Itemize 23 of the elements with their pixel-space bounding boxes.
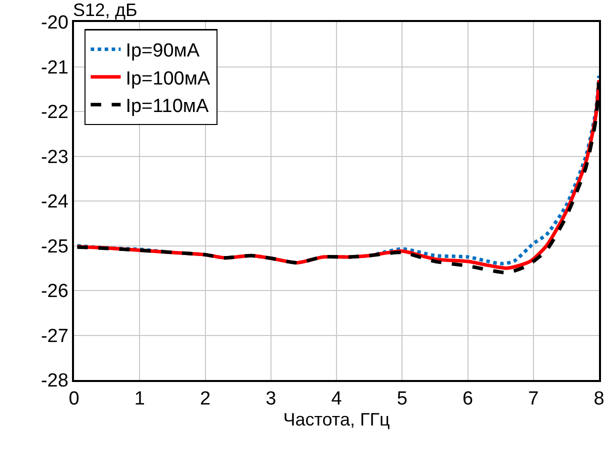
x-tick-label: 1	[134, 388, 145, 410]
x-tick-label: 7	[528, 388, 539, 410]
x-tick-label: 8	[594, 388, 604, 410]
y-tick-label: -22	[40, 102, 68, 124]
legend-label: Ip=110мА	[126, 96, 209, 118]
legend-label: Ip=90мА	[126, 40, 200, 62]
x-tick-label: 3	[266, 388, 276, 410]
y-tick-label: -25	[40, 236, 68, 258]
y-tick-label: -23	[40, 146, 68, 168]
x-tick-label: 4	[331, 388, 342, 410]
legend-label: Ip=100мА	[126, 68, 210, 90]
y-tick-label: -27	[40, 326, 68, 347]
y-tick-label: -28	[40, 370, 68, 392]
x-tick-label: 2	[200, 388, 211, 410]
x-tick-label: 6	[462, 388, 474, 410]
y-axis-title: S12, дБ	[73, 0, 138, 20]
y-tick-label: -21	[40, 57, 68, 78]
y-tick-label: -24	[40, 192, 69, 213]
y-tick-label: -20	[40, 12, 68, 34]
y-tick-label: -26	[40, 281, 68, 302]
x-tick-label: 5	[396, 388, 408, 410]
x-axis-title: Частота, ГГц	[283, 410, 390, 430]
x-tick-label: 0	[68, 388, 80, 410]
